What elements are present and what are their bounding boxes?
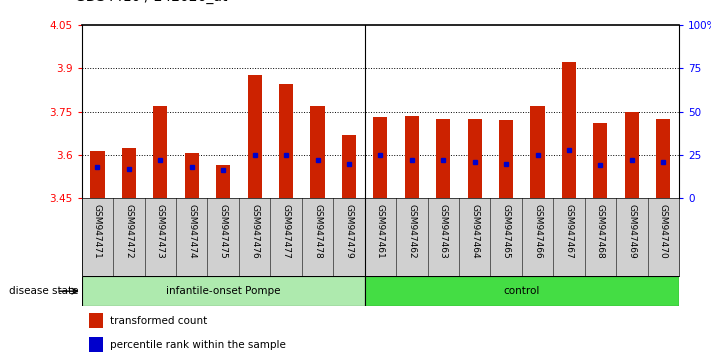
Text: GSM947462: GSM947462 xyxy=(407,205,417,259)
Text: GSM947475: GSM947475 xyxy=(219,205,228,259)
Text: GSM947477: GSM947477 xyxy=(282,205,291,259)
Text: GSM947463: GSM947463 xyxy=(439,205,448,259)
Text: control: control xyxy=(503,286,540,296)
Text: percentile rank within the sample: percentile rank within the sample xyxy=(110,340,286,350)
Text: GSM947474: GSM947474 xyxy=(187,205,196,259)
Bar xyxy=(185,153,199,198)
Text: GSM947479: GSM947479 xyxy=(344,205,353,259)
Text: GSM947471: GSM947471 xyxy=(93,205,102,259)
Bar xyxy=(216,165,230,198)
Bar xyxy=(122,148,136,198)
Bar xyxy=(436,119,450,198)
Bar xyxy=(342,135,356,198)
Text: disease state: disease state xyxy=(9,286,78,296)
Bar xyxy=(405,116,419,198)
Bar xyxy=(625,112,639,198)
Bar xyxy=(89,337,103,352)
Text: GSM947470: GSM947470 xyxy=(659,205,668,259)
Text: GSM947468: GSM947468 xyxy=(596,205,605,259)
Bar xyxy=(90,150,105,198)
Bar xyxy=(373,117,387,198)
Text: GSM947473: GSM947473 xyxy=(156,205,165,259)
Bar xyxy=(279,84,293,198)
Text: GSM947472: GSM947472 xyxy=(124,205,134,259)
Text: GSM947467: GSM947467 xyxy=(565,205,574,259)
Bar xyxy=(594,123,607,198)
Bar xyxy=(656,119,670,198)
Bar xyxy=(311,106,325,198)
Bar xyxy=(89,313,103,328)
Bar xyxy=(154,106,167,198)
FancyBboxPatch shape xyxy=(365,276,679,306)
Text: GSM947466: GSM947466 xyxy=(533,205,542,259)
Text: transformed count: transformed count xyxy=(110,316,208,326)
Text: GSM947478: GSM947478 xyxy=(313,205,322,259)
Text: GSM947464: GSM947464 xyxy=(470,205,479,259)
Bar xyxy=(499,120,513,198)
Bar xyxy=(468,119,482,198)
Text: GSM947461: GSM947461 xyxy=(376,205,385,259)
Bar xyxy=(530,106,545,198)
Text: GSM947476: GSM947476 xyxy=(250,205,259,259)
Text: GSM947465: GSM947465 xyxy=(502,205,510,259)
Text: GDS4410 / 242026_at: GDS4410 / 242026_at xyxy=(75,0,227,4)
Bar xyxy=(562,62,576,198)
Text: GSM947469: GSM947469 xyxy=(627,205,636,259)
Bar xyxy=(247,75,262,198)
FancyBboxPatch shape xyxy=(82,276,365,306)
Text: infantile-onset Pompe: infantile-onset Pompe xyxy=(166,286,280,296)
